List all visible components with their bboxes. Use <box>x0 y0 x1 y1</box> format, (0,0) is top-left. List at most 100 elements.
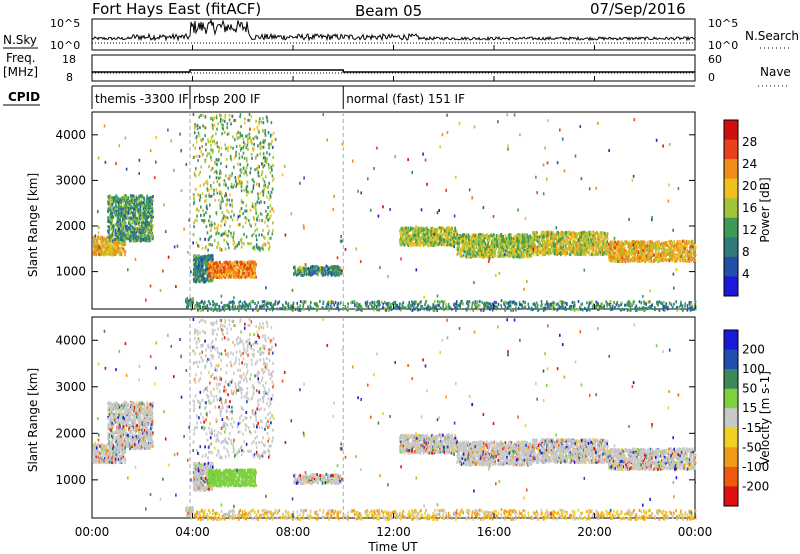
power-cell <box>504 249 507 253</box>
power-cell <box>118 207 120 211</box>
power-cell <box>145 213 148 217</box>
power-cell <box>445 241 448 245</box>
power-cell <box>469 248 471 252</box>
power-cell <box>200 213 202 217</box>
power-cell <box>194 254 196 258</box>
power-cell <box>117 235 120 239</box>
power-cell <box>458 234 461 238</box>
power-cell <box>680 300 682 304</box>
power-cell <box>251 204 254 208</box>
power-cell <box>195 260 197 264</box>
power-cell <box>378 302 381 306</box>
power-cell <box>149 196 152 199</box>
power-cell <box>270 165 273 169</box>
power-cell <box>387 301 390 305</box>
power-cell <box>111 222 114 226</box>
power-cell <box>231 204 234 208</box>
power-cell <box>243 306 246 310</box>
power-cell <box>532 302 535 306</box>
power-cell <box>262 177 264 181</box>
power-cell <box>459 240 462 243</box>
power-cell <box>136 239 139 243</box>
power-cell <box>257 301 260 305</box>
power-cell <box>225 268 227 272</box>
power-cell <box>250 190 253 194</box>
power-cell <box>113 248 116 252</box>
power-cell <box>435 228 437 232</box>
power-cell <box>482 251 484 255</box>
power-cell <box>212 300 214 304</box>
power-cell <box>263 187 266 191</box>
power-cell <box>136 217 138 221</box>
power-cell <box>216 180 219 184</box>
power-cell <box>643 305 645 309</box>
power-cell <box>216 145 219 148</box>
power-cell <box>234 267 237 271</box>
power-cell <box>552 305 555 309</box>
power-cell <box>394 301 396 305</box>
power-cell <box>432 236 434 240</box>
power-cell <box>98 252 100 256</box>
power-cell <box>210 256 213 260</box>
power-cell <box>437 236 439 240</box>
power-cell <box>143 196 145 200</box>
power-cell <box>559 299 561 303</box>
power-cell <box>407 238 410 242</box>
power-cell <box>432 240 434 244</box>
power-cell <box>143 221 146 225</box>
power-cell <box>119 233 121 237</box>
power-cell <box>264 236 266 240</box>
power-cell <box>432 227 434 231</box>
power-cell <box>280 307 283 311</box>
power-cell <box>267 163 270 167</box>
power-cell <box>491 308 494 312</box>
power-cell <box>96 242 98 246</box>
power-cell <box>266 119 269 123</box>
power-cell <box>193 262 196 266</box>
power-cell <box>241 155 243 159</box>
cpid-segments: themis -3300 IF rbsp 200 IF normal (fast) … <box>91 85 695 109</box>
power-cell <box>134 239 136 243</box>
power-cell <box>146 194 148 198</box>
power-cell <box>528 253 531 257</box>
power-cell <box>252 246 254 250</box>
power-cell <box>493 236 495 240</box>
power-cell <box>519 249 521 253</box>
power-cell <box>244 117 246 121</box>
nsky-left-tick-top: 10^5 <box>50 17 80 30</box>
power-cell <box>420 236 422 240</box>
power-cell <box>240 245 243 249</box>
power-cell <box>253 127 256 131</box>
power-cell <box>237 176 240 180</box>
power-cell <box>124 250 127 254</box>
power-cell <box>629 305 632 308</box>
power-cell <box>225 273 228 277</box>
power-cell <box>151 209 154 213</box>
power-cell <box>261 189 264 193</box>
power-cell <box>222 263 225 267</box>
power-cell <box>264 243 266 247</box>
power-cell <box>643 301 646 305</box>
power-cell <box>235 154 237 157</box>
power-cell <box>421 228 424 232</box>
power-cell <box>529 246 532 249</box>
power-cell <box>120 214 122 218</box>
power-cell <box>425 233 427 236</box>
power-cell <box>490 243 492 247</box>
power-cell <box>192 156 195 160</box>
power-cell <box>600 302 603 306</box>
power-cell <box>211 166 214 170</box>
power-cell <box>198 302 200 306</box>
power-cell <box>218 308 221 312</box>
power-cell <box>597 306 599 309</box>
power-cell <box>331 307 333 311</box>
power-cell <box>123 236 125 240</box>
power-cell <box>146 230 149 234</box>
power-cell <box>259 248 261 252</box>
power-cell <box>208 271 210 275</box>
power-cell <box>202 265 204 269</box>
power-cell <box>194 187 197 191</box>
power-cell <box>248 222 251 226</box>
power-cell <box>112 207 115 211</box>
power-cell <box>150 220 152 224</box>
